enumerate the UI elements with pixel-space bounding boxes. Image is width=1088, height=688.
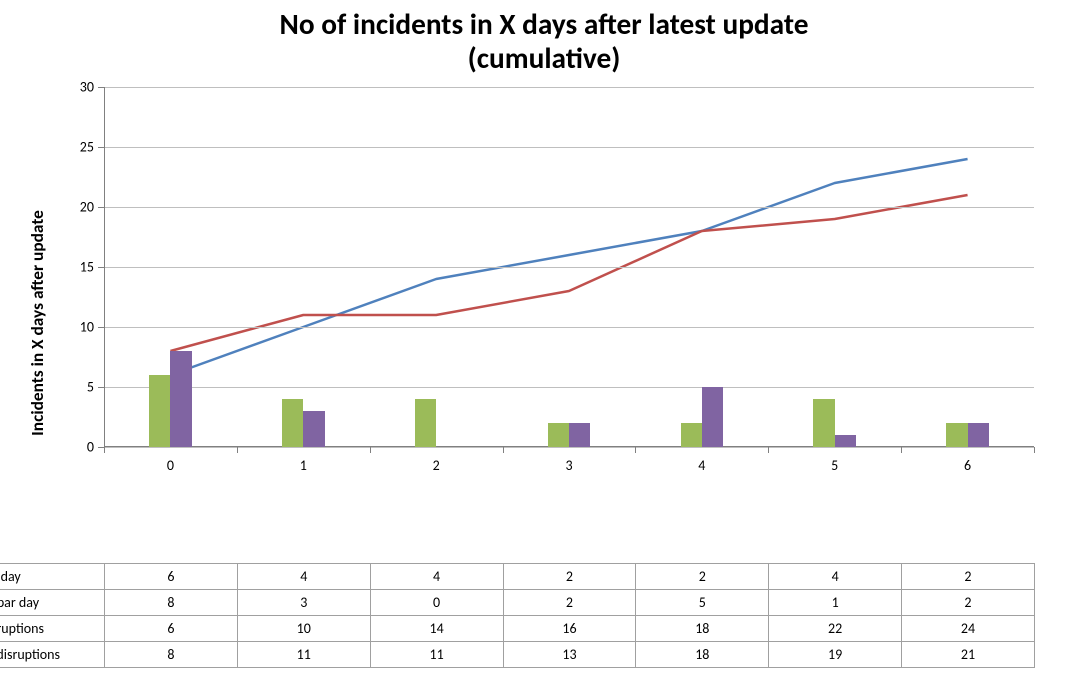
table-cell: 18 <box>636 642 769 668</box>
table-cell: 6 <box>105 616 238 642</box>
bar <box>415 399 436 447</box>
legend-cell: full per day <box>0 564 105 590</box>
x-tick-mark <box>768 447 769 453</box>
gridline <box>104 147 1034 148</box>
bar <box>149 375 170 447</box>
bar <box>681 423 702 447</box>
legend-label: full per day <box>0 568 21 585</box>
gridline <box>104 447 1034 448</box>
x-tick-mark <box>635 447 636 453</box>
y-tick-label: 30 <box>64 79 94 96</box>
y-axis-label-cell: Incidents in X days after update <box>20 83 54 563</box>
chart-body: Incidents in X days after update 0510152… <box>20 83 1068 563</box>
table-cell: 19 <box>769 642 902 668</box>
table-cell: 0 <box>370 590 503 616</box>
x-category-label: 6 <box>964 457 971 474</box>
gridline <box>104 207 1034 208</box>
table-cell: 6 <box>105 564 238 590</box>
table-cell: 2 <box>503 590 636 616</box>
table-cell: 2 <box>902 590 1035 616</box>
plot-area: 051015202530 <box>104 87 1034 447</box>
legend-label: Full disruptions <box>0 620 44 637</box>
table-cell: 1 <box>769 590 902 616</box>
chart-title-line1: No of incidents in X days after latest u… <box>280 6 809 42</box>
table-cell: 11 <box>237 642 370 668</box>
bar <box>548 423 569 447</box>
chart-container: No of incidents in X days after latest u… <box>0 0 1088 688</box>
x-category-label: 0 <box>167 457 174 474</box>
y-tick-label: 10 <box>64 319 94 336</box>
table-cell: 4 <box>370 564 503 590</box>
table-cell: 14 <box>370 616 503 642</box>
x-category-label: 2 <box>433 457 440 474</box>
legend-cell: Partial disruptions <box>0 642 105 668</box>
bar <box>569 423 590 447</box>
bar <box>282 399 303 447</box>
bar <box>813 399 834 447</box>
table-cell: 8 <box>105 642 238 668</box>
gridline <box>104 267 1034 268</box>
table-cell: 2 <box>636 564 769 590</box>
plot-cell: 051015202530 0 1 2 3 4 5 6 <box>54 83 1068 563</box>
data-table: full per day6442242partial par day830251… <box>0 563 1035 668</box>
x-tick-mark <box>901 447 902 453</box>
bar <box>170 351 191 447</box>
table-row: Partial disruptions8111113181921 <box>0 642 1034 668</box>
x-tick-mark <box>370 447 371 453</box>
table-cell: 4 <box>769 564 902 590</box>
gridline <box>104 87 1034 88</box>
table-row: Full disruptions 6101416182224 <box>0 616 1034 642</box>
chart-title: No of incidents in X days after latest u… <box>20 8 1068 75</box>
table-cell: 11 <box>370 642 503 668</box>
x-tick-mark <box>1034 447 1035 453</box>
table-cell: 13 <box>503 642 636 668</box>
x-tick-mark <box>104 447 105 453</box>
gridline <box>104 387 1034 388</box>
table-cell: 24 <box>902 616 1035 642</box>
y-tick-label: 5 <box>64 379 94 396</box>
y-tick-label: 25 <box>64 139 94 156</box>
x-category-label: 5 <box>831 457 838 474</box>
y-tick-label: 0 <box>64 439 94 456</box>
y-tick-label: 15 <box>64 259 94 276</box>
table-cell: 3 <box>237 590 370 616</box>
table-cell: 16 <box>503 616 636 642</box>
x-category-label: 4 <box>698 457 705 474</box>
bar <box>946 423 967 447</box>
chart-title-line2: (cumulative) <box>468 40 621 76</box>
table-cell: 18 <box>636 616 769 642</box>
axis-line <box>104 87 105 447</box>
legend-cell: Full disruptions <box>0 616 105 642</box>
bar <box>968 423 989 447</box>
legend-label: Partial disruptions <box>0 646 60 663</box>
table-cell: 2 <box>902 564 1035 590</box>
bar <box>702 387 723 447</box>
x-tick-mark <box>237 447 238 453</box>
table-cell: 5 <box>636 590 769 616</box>
bar <box>303 411 324 447</box>
y-axis-label: Incidents in X days after update <box>26 210 48 436</box>
table-cell: 22 <box>769 616 902 642</box>
table-cell: 4 <box>237 564 370 590</box>
x-category-label: 1 <box>300 457 307 474</box>
x-category-label: 3 <box>565 457 572 474</box>
table-cell: 10 <box>237 616 370 642</box>
legend-cell: partial par day <box>0 590 105 616</box>
y-tick-label: 20 <box>64 199 94 216</box>
table-row: partial par day8302512 <box>0 590 1034 616</box>
table-cell: 2 <box>503 564 636 590</box>
legend-label: partial par day <box>0 594 39 611</box>
bar <box>835 435 856 447</box>
gridline <box>104 327 1034 328</box>
x-tick-mark <box>503 447 504 453</box>
table-cell: 21 <box>902 642 1035 668</box>
table-cell: 8 <box>105 590 238 616</box>
table-row: full per day6442242 <box>0 564 1034 590</box>
